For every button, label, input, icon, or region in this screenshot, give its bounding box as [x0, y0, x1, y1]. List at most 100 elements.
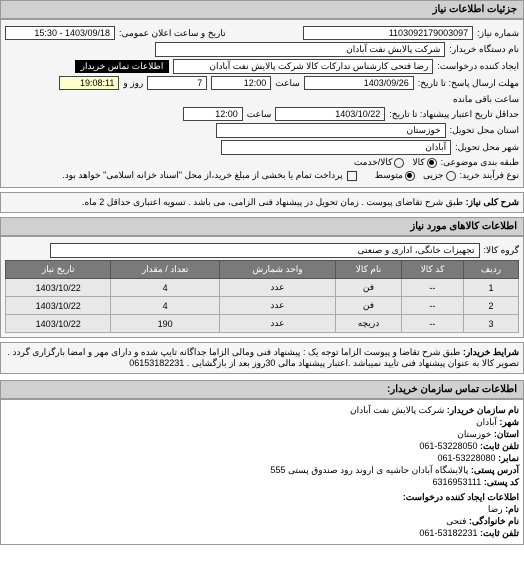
c-org-label: نام سازمان خریدار:: [447, 405, 519, 415]
table-cell: --: [401, 297, 463, 315]
table-cell: 1403/10/22: [6, 297, 111, 315]
contact-header: اطلاعات تماس سازمان خریدار:: [0, 380, 524, 399]
conditions-box: شرایط خریدار: طبق شرح تقاضا و پیوست الزا…: [0, 342, 524, 374]
buy-type-label: نوع فرآیند خرید:: [460, 170, 520, 181]
city-field: آبادان: [221, 140, 451, 155]
group-type-label: طبقه بندی موضوعی:: [441, 157, 519, 168]
table-cell: عدد: [219, 315, 335, 333]
table-row: 2--فنعدد41403/10/22: [6, 297, 519, 315]
c-lname-label: نام خانوادگی:: [469, 516, 519, 526]
th-5: تاریخ نیاز: [6, 261, 111, 279]
time-remain: 19:08:11: [59, 76, 119, 90]
table-cell: 1: [463, 279, 518, 297]
time-label-2: ساعت: [247, 109, 272, 120]
need-desc-box: شرح کلی نیاز: طبق شرح تقاضای پیوست . زما…: [0, 192, 524, 213]
c-name-label: نام:: [505, 504, 519, 514]
goods-group-field: تجهیزات خانگی، اداری و صنعتی: [50, 243, 480, 258]
c-postcode-label: کد پستی:: [484, 477, 519, 487]
table-cell: 1403/10/22: [6, 279, 111, 297]
radio-service-circle: [394, 158, 404, 168]
radio-partial-circle: [446, 171, 456, 181]
days-remain: 7: [147, 76, 207, 90]
table-cell: 4: [111, 279, 219, 297]
need-desc-label: شرح کلی نیاز:: [466, 197, 519, 207]
c-province: خوزستان: [457, 429, 491, 439]
table-cell: 1403/10/22: [6, 315, 111, 333]
c-org: شرکت پالایش نفت آبادان: [350, 405, 444, 415]
announce-field: 1403/09/18 - 15:30: [5, 26, 115, 40]
table-cell: عدد: [219, 297, 335, 315]
c-phone-label: تلفن ثابت:: [480, 441, 519, 451]
goods-group-label: گروه کالا:: [484, 245, 519, 256]
table-cell: فن: [336, 279, 402, 297]
conditions-text: طبق شرح تقاضا و پیوست الزاما توجه یک : پ…: [8, 347, 519, 368]
th-0: ردیف: [463, 261, 518, 279]
days-label: روز و: [123, 78, 143, 89]
table-cell: 4: [111, 297, 219, 315]
table-cell: 3: [463, 315, 518, 333]
c-province-label: استان:: [494, 429, 519, 439]
buyer-contact-button[interactable]: اطلاعات تماس خریدار: [75, 60, 170, 73]
remain-label: ساعت باقی مانده: [453, 94, 519, 105]
request-no-label: شماره نیاز:: [477, 28, 519, 39]
deadline-send-label: مهلت ارسال پاسخ: تا تاریخ:: [418, 78, 519, 89]
c-postcode: 6316953111: [433, 477, 482, 487]
radio-goods-circle: [427, 158, 437, 168]
contact-section: نام سازمان خریدار: شرکت پالایش نفت آبادا…: [0, 399, 524, 545]
c-lname: فتحی: [446, 516, 466, 526]
radio-goods-label: کالا: [412, 157, 424, 168]
valid-until-time: 12:00: [183, 107, 243, 121]
valid-until-date: 1403/10/22: [275, 107, 385, 121]
buyer-org-field: شرکت پالایش نفت آبادان: [155, 42, 445, 57]
form-area: شماره نیاز: 1103092179003097 تاریخ و ساع…: [0, 19, 524, 188]
table-cell: فن: [336, 297, 402, 315]
goods-table: ردیف کد کالا نام کالا واحد شمارش تعداد /…: [5, 260, 519, 333]
time-label-1: ساعت: [275, 78, 300, 89]
th-1: کد کالا: [401, 261, 463, 279]
radio-medium-label: متوسط: [375, 170, 403, 181]
table-cell: --: [401, 279, 463, 297]
province-field: خوزستان: [216, 123, 446, 138]
radio-service[interactable]: کالا/خدمت: [354, 157, 405, 168]
radio-medium[interactable]: متوسط: [375, 170, 415, 181]
table-cell: دریچه: [336, 315, 402, 333]
group-type-radios: کالا کالا/خدمت: [354, 157, 437, 168]
c-cphone: 53182231-061: [419, 528, 477, 538]
c-phone: 53228050-061: [419, 441, 477, 451]
deadline-send-time: 12:00: [211, 76, 271, 90]
valid-until-label: حداقل تاریخ اعتبار پیشنهاد: تا تاریخ:: [389, 109, 519, 120]
province-label: استان محل تحویل:: [450, 125, 519, 136]
announce-label: تاریخ و ساعت اعلان عمومی:: [119, 28, 226, 39]
c-city: آبادان: [476, 417, 497, 427]
goods-area: گروه کالا: تجهیزات خانگی، اداری و صنعتی …: [0, 236, 524, 338]
c-address-label: آدرس پستی:: [471, 465, 519, 475]
buy-type-radios: جزیی متوسط: [375, 170, 456, 181]
treasury-checkbox[interactable]: [347, 171, 357, 181]
need-desc-text: طبق شرح تقاضای پیوست . زمان تحویل در پیش…: [82, 197, 463, 207]
creator-label: ایجاد کننده درخواست:: [437, 61, 519, 72]
details-header: جزئیات اطلاعات نیاز: [0, 0, 524, 19]
table-cell: 190: [111, 315, 219, 333]
table-row: 3--دریچهعدد1901403/10/22: [6, 315, 519, 333]
creator-sub-header: اطلاعات ایجاد کننده درخواست:: [5, 492, 519, 503]
table-cell: عدد: [219, 279, 335, 297]
radio-medium-circle: [405, 171, 415, 181]
conditions-label: شرایط خریدار:: [463, 347, 519, 357]
c-address: پالایشگاه آبادان حاشیه ی اروند رود صندوق…: [270, 465, 468, 475]
city-label: شهر محل تحویل:: [455, 142, 519, 153]
table-cell: 2: [463, 297, 518, 315]
th-3: واحد شمارش: [219, 261, 335, 279]
c-city-label: شهر:: [499, 417, 519, 427]
th-2: نام کالا: [336, 261, 402, 279]
radio-goods[interactable]: کالا: [412, 157, 436, 168]
radio-partial-label: جزیی: [423, 170, 444, 181]
payment-note: پرداخت تمام یا بخشی از مبلغ خرید،از محل …: [62, 170, 342, 181]
goods-header: اطلاعات کالاهای مورد نیاز: [0, 217, 524, 236]
radio-partial[interactable]: جزیی: [423, 170, 456, 181]
c-name: رضا: [488, 504, 503, 514]
c-fax-label: نمابر:: [498, 453, 519, 463]
creator-field: رضا فتحی کارشناس تدارکات کالا شرکت پالای…: [173, 59, 433, 74]
request-no-field: 1103092179003097: [303, 26, 473, 40]
table-row: 1--فنعدد41403/10/22: [6, 279, 519, 297]
table-header-row: ردیف کد کالا نام کالا واحد شمارش تعداد /…: [6, 261, 519, 279]
